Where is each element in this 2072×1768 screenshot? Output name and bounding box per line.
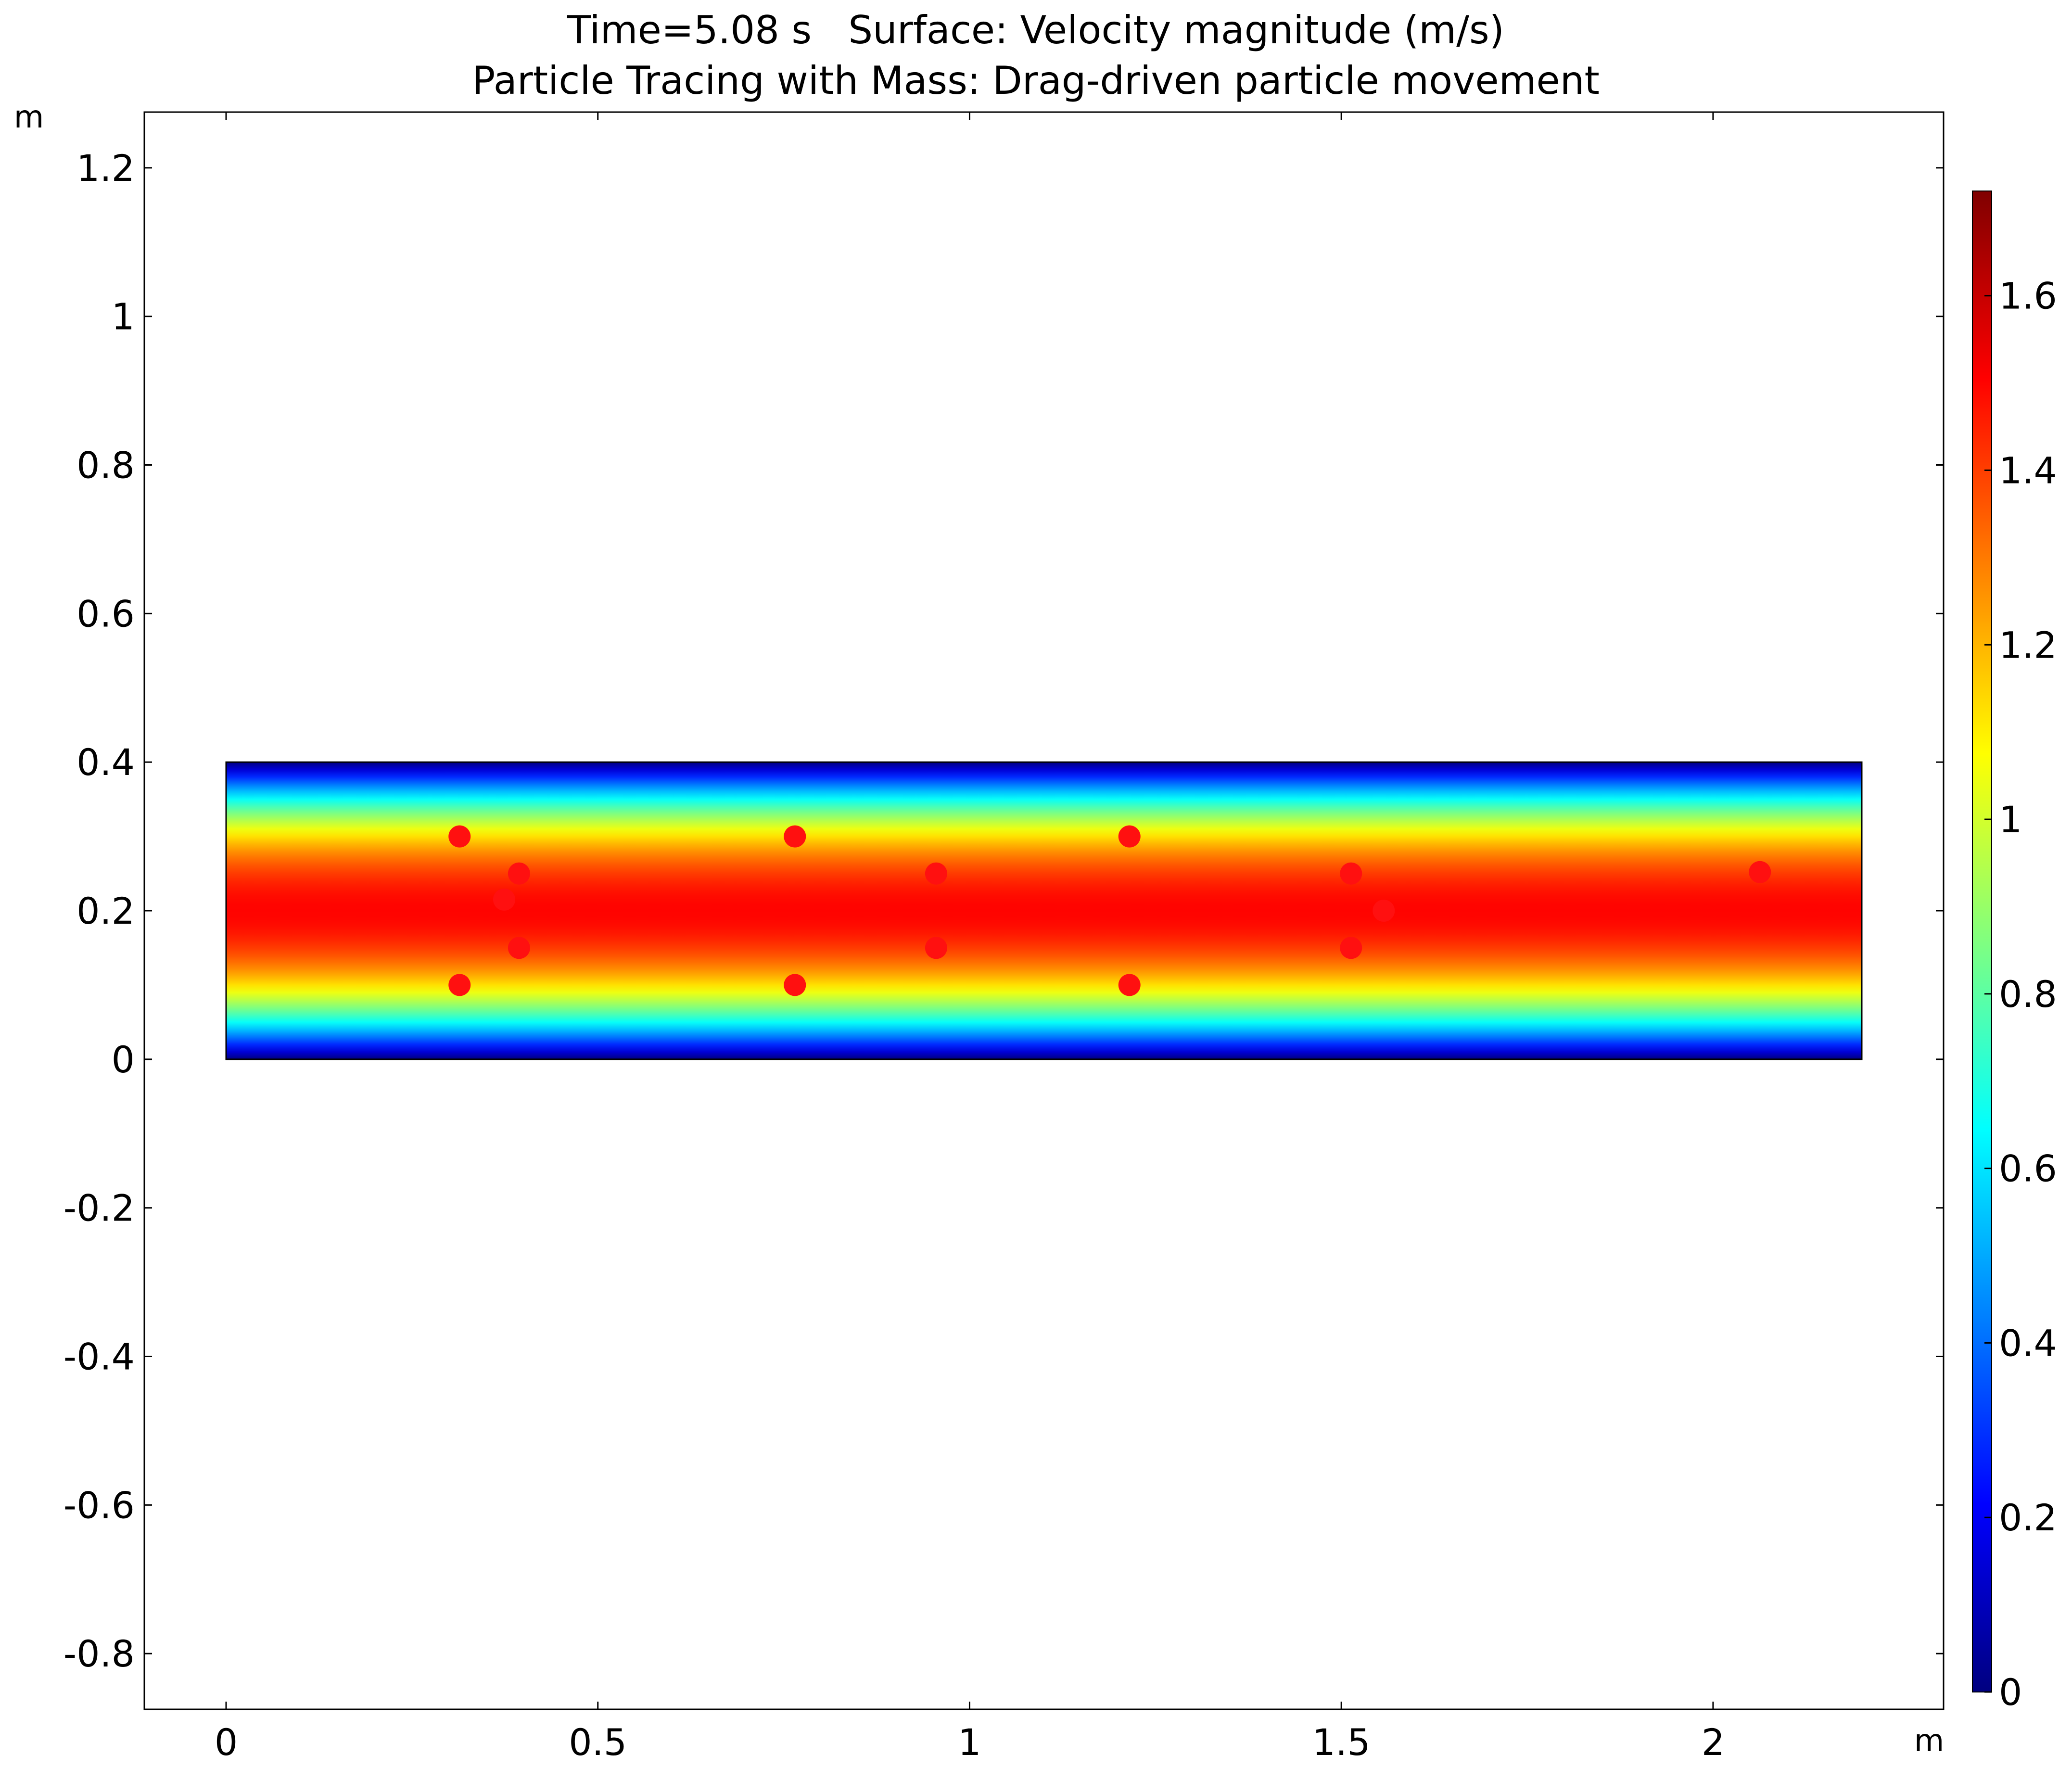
x-axis-unit: m — [1914, 1723, 1944, 1759]
colorbar-ticks: 0 0.2 0.4 0.6 0.8 1 1.2 1.4 1.6 — [1984, 275, 2057, 1714]
particle-marker — [1373, 900, 1395, 922]
y-tick-label: 0.6 — [76, 592, 135, 635]
particle-marker — [925, 937, 947, 959]
particle-marker — [1749, 861, 1771, 883]
y-tick-label: -0.2 — [64, 1187, 135, 1230]
y-tick-label: 0.2 — [76, 890, 135, 932]
y-tick-label: 0.8 — [76, 444, 135, 486]
x-tick-label: 2 — [1702, 1721, 1725, 1764]
particle-marker — [448, 825, 471, 848]
colorbar — [1972, 191, 1992, 1692]
chart-title-line2: Particle Tracing with Mass: Drag-driven … — [472, 58, 1600, 103]
particle-markers — [448, 825, 1771, 996]
colorbar-tick-label: 0.2 — [1999, 1496, 2057, 1539]
particle-marker — [508, 937, 530, 959]
colorbar-tick-label: 0.8 — [1999, 973, 2057, 1016]
particle-marker — [1118, 825, 1141, 848]
colorbar-tick-label: 0 — [1999, 1671, 2022, 1714]
colorbar-tick-label: 1.6 — [1999, 275, 2057, 318]
particle-marker — [1340, 937, 1362, 959]
y-tick-label: 0 — [112, 1038, 135, 1081]
particle-marker — [784, 974, 806, 996]
x-tick-label: 0.5 — [569, 1721, 627, 1764]
y-axis-unit: m — [14, 100, 44, 135]
x-tick-label: 1 — [958, 1721, 981, 1764]
colorbar-tick-label: 1.4 — [1999, 449, 2057, 492]
colorbar-tick-label: 0.4 — [1999, 1322, 2057, 1364]
fluid-domain — [225, 761, 1863, 1060]
y-tick-label: 0.4 — [76, 741, 135, 784]
colorbar-tick-label: 1 — [1999, 798, 2022, 841]
y-tick-label: 1 — [112, 295, 135, 338]
particle-marker — [1340, 862, 1362, 885]
y-tick-label: -0.8 — [64, 1632, 135, 1675]
colorbar-tick-label: 0.6 — [1999, 1147, 2057, 1190]
y-tick-label: 1.2 — [76, 147, 135, 190]
particle-marker — [925, 862, 947, 885]
colorbar-tick-label: 1.2 — [1999, 623, 2057, 666]
y-tick-label: -0.6 — [64, 1484, 135, 1526]
y-axis-ticks: 1.2 1 0.8 0.6 0.4 0.2 0 -0.2 -0.4 -0.6 -0.8 — [64, 147, 1944, 1675]
chart-title-line1: Time=5.08 s Surface: Velocity magnitude … — [567, 8, 1504, 52]
x-axis-ticks: 0 0.5 1 1.5 2 — [215, 112, 1725, 1764]
particle-marker — [493, 888, 515, 911]
particle-marker — [1118, 974, 1141, 996]
particle-marker — [784, 825, 806, 848]
x-tick-label: 1.5 — [1312, 1721, 1371, 1764]
particle-marker — [508, 862, 530, 885]
y-tick-label: -0.4 — [64, 1336, 135, 1378]
x-tick-label: 0 — [215, 1721, 238, 1764]
particle-marker — [448, 974, 471, 996]
